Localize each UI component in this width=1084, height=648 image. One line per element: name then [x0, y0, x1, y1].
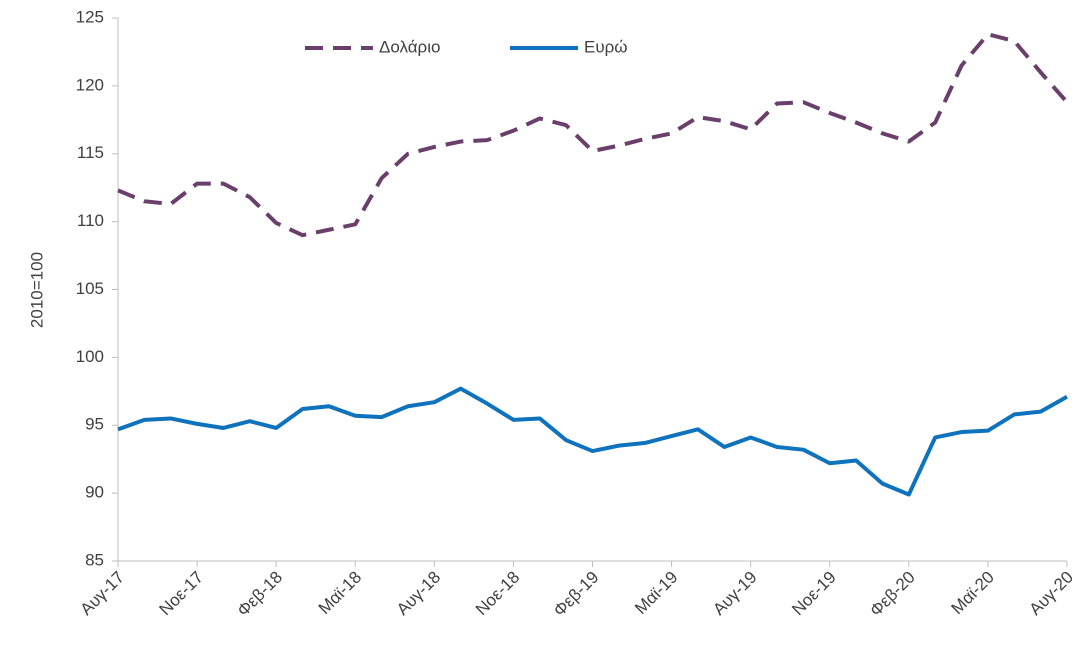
x-tick-label: Φεβ-20: [866, 568, 919, 621]
x-tick-label: Φεβ-18: [233, 568, 286, 621]
x-tick-label: Νοε-17: [156, 568, 208, 620]
y-tick-label: 110: [77, 211, 104, 230]
x-tick-label: Νοε-18: [472, 568, 524, 620]
x-tick-label: Αυγ-17: [77, 568, 128, 619]
y-tick-label: 115: [77, 143, 104, 162]
x-tick-label: Φεβ-19: [550, 568, 603, 621]
legend-label: Ευρώ: [584, 37, 628, 56]
x-tick-label: Αυγ-18: [393, 568, 444, 619]
x-tick-label: Νοε-19: [788, 568, 840, 620]
y-tick-label: 85: [85, 550, 104, 569]
y-tick-label: 100: [76, 347, 104, 366]
y-axis-label: 2010=100: [27, 252, 46, 328]
x-tick-label: Αυγ-19: [709, 568, 760, 619]
x-tick-label: Μαϊ-20: [947, 568, 997, 618]
data-line: [117, 32, 1069, 238]
legend-label: Δολάριο: [379, 37, 440, 56]
y-tick-label: 125: [76, 7, 104, 26]
y-tick-label: 120: [76, 75, 104, 94]
x-tick-label: Μαϊ-19: [631, 568, 681, 618]
y-tick-label: 90: [85, 483, 104, 502]
x-tick-label: Αυγ-20: [1026, 568, 1077, 619]
data-line: [117, 386, 1068, 497]
y-tick-label: 105: [76, 279, 104, 298]
y-tick-label: 95: [85, 415, 104, 434]
x-tick-label: Μαϊ-18: [315, 568, 365, 618]
